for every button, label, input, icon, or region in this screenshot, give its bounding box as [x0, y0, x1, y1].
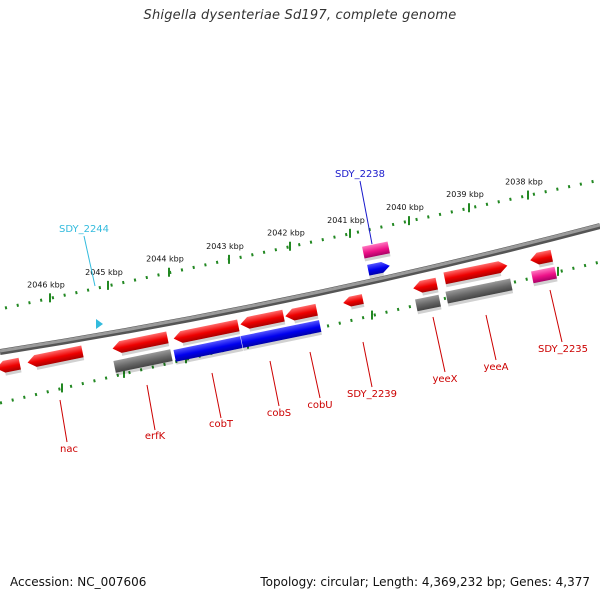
- gene-label-cobu[interactable]: cobU: [307, 400, 332, 411]
- kbp-tick-label: 2042 kbp: [267, 229, 305, 238]
- gene-label-leader: [146, 384, 156, 431]
- cds-feature: [285, 303, 319, 324]
- genome-backbone: [0, 223, 600, 355]
- accession-text: Accession: NC_007606: [10, 575, 147, 589]
- cds-feature: [443, 261, 508, 288]
- kbp-tick-label: 2039 kbp: [446, 190, 484, 199]
- rna-feature: [367, 261, 390, 279]
- gene-label-leader: [269, 360, 280, 407]
- cds-feature: [240, 309, 286, 332]
- gene-label-leader: [59, 399, 68, 443]
- kbp-tick-label: 2044 kbp: [146, 255, 184, 264]
- gene-features: [0, 241, 558, 376]
- gene-feature: [113, 349, 174, 376]
- kbp-tick-label: 2038 kbp: [505, 178, 543, 187]
- gene-label-leader: [83, 235, 96, 287]
- backbone-line: [0, 223, 600, 353]
- cds-feature: [343, 294, 365, 310]
- kbp-tick-label: 2041 kbp: [327, 216, 365, 225]
- cds-feature: [112, 331, 170, 356]
- gene-label-sdy-2244[interactable]: SDY_2244: [59, 224, 109, 235]
- pseudo-feature: [531, 266, 558, 287]
- gene-label-leader: [211, 372, 222, 419]
- gene-label-sdy-2235[interactable]: SDY_2235: [538, 344, 588, 355]
- misc-feature-marker: [96, 319, 103, 329]
- gene-label-nac[interactable]: nac: [60, 444, 78, 455]
- genome-title: Shigella dysenteriae Sd197, complete gen…: [143, 8, 457, 23]
- gene-label-cobt[interactable]: cobT: [209, 419, 234, 430]
- genome-summary-text: Topology: circular; Length: 4,369,232 bp…: [260, 575, 590, 589]
- cds-feature: [173, 319, 241, 346]
- gene-label-leader: [359, 180, 373, 245]
- kbp-tick-label: 2046 kbp: [27, 280, 65, 289]
- gene-label-cobs[interactable]: cobS: [267, 408, 291, 419]
- cds-feature: [413, 277, 439, 296]
- gene-label-erfk[interactable]: erfK: [145, 431, 166, 442]
- gene-label-leader: [485, 314, 497, 361]
- kbp-tick-label: 2045 kbp: [85, 268, 123, 277]
- cds-feature: [530, 249, 554, 268]
- rna-feature: [173, 336, 244, 365]
- cds-feature: [0, 357, 22, 376]
- pseudo-feature: [362, 241, 391, 262]
- cds-feature: [27, 345, 85, 370]
- gene-label-sdy-2239[interactable]: SDY_2239: [347, 389, 397, 400]
- gene-label-leader: [549, 289, 563, 343]
- kbp-tick-label: 2043 kbp: [206, 242, 244, 251]
- gene-label-leader: [432, 316, 446, 373]
- gene-feature: [445, 278, 514, 307]
- gene-label-yeea[interactable]: yeeA: [483, 362, 508, 373]
- gene-label-yeex[interactable]: yeeX: [432, 374, 457, 385]
- gene-feature: [415, 294, 442, 315]
- rna-feature: [240, 320, 322, 351]
- gene-label-leader: [362, 341, 373, 388]
- gene-label-sdy-2238[interactable]: SDY_2238: [335, 169, 385, 180]
- kbp-tick-label: 2040 kbp: [386, 203, 424, 212]
- gene-label-leader: [309, 351, 321, 399]
